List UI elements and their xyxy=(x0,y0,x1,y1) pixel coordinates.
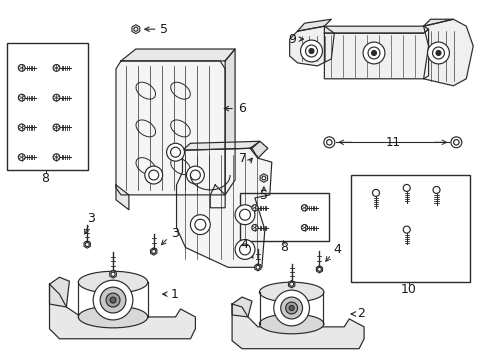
Polygon shape xyxy=(424,19,473,86)
Circle shape xyxy=(106,293,120,307)
Ellipse shape xyxy=(259,282,324,302)
Circle shape xyxy=(93,280,133,320)
Polygon shape xyxy=(121,49,235,61)
Circle shape xyxy=(187,166,204,184)
Circle shape xyxy=(324,137,335,148)
Polygon shape xyxy=(150,248,157,255)
Text: 4: 4 xyxy=(333,243,341,256)
Text: 9: 9 xyxy=(289,33,296,46)
Circle shape xyxy=(110,297,116,303)
Circle shape xyxy=(100,287,126,313)
Circle shape xyxy=(235,239,255,260)
Polygon shape xyxy=(290,26,334,66)
Circle shape xyxy=(53,154,60,161)
Text: 6: 6 xyxy=(238,102,246,115)
Circle shape xyxy=(309,49,314,54)
Text: 4: 4 xyxy=(240,238,248,251)
Bar xyxy=(7,43,88,170)
Circle shape xyxy=(289,306,294,310)
Circle shape xyxy=(433,186,440,193)
Ellipse shape xyxy=(78,271,148,293)
Polygon shape xyxy=(49,284,196,339)
Circle shape xyxy=(371,50,376,55)
Text: 3: 3 xyxy=(87,212,95,225)
Circle shape xyxy=(145,166,163,184)
Circle shape xyxy=(167,143,184,161)
Polygon shape xyxy=(260,174,268,182)
Text: 5: 5 xyxy=(260,189,268,202)
Polygon shape xyxy=(182,141,260,150)
Text: 2: 2 xyxy=(357,307,365,320)
Circle shape xyxy=(18,64,25,71)
Circle shape xyxy=(281,297,302,319)
Text: 8: 8 xyxy=(280,241,288,254)
Circle shape xyxy=(53,94,60,101)
Polygon shape xyxy=(324,29,429,79)
Circle shape xyxy=(451,137,462,148)
Circle shape xyxy=(274,290,310,326)
Circle shape xyxy=(372,189,379,197)
Circle shape xyxy=(428,42,449,64)
Bar xyxy=(240,193,329,240)
Polygon shape xyxy=(110,270,116,278)
Polygon shape xyxy=(289,280,295,288)
Polygon shape xyxy=(176,148,272,267)
Polygon shape xyxy=(250,141,268,158)
Text: 8: 8 xyxy=(42,171,49,185)
Text: 1: 1 xyxy=(171,288,178,301)
Text: 3: 3 xyxy=(171,227,178,240)
Polygon shape xyxy=(424,19,453,26)
Text: 7: 7 xyxy=(239,152,247,165)
Circle shape xyxy=(300,40,322,62)
Circle shape xyxy=(235,205,255,225)
Text: 5: 5 xyxy=(160,23,168,36)
Circle shape xyxy=(252,205,258,211)
Circle shape xyxy=(286,302,297,314)
Circle shape xyxy=(18,154,25,161)
Ellipse shape xyxy=(259,314,324,334)
Polygon shape xyxy=(49,277,70,307)
Polygon shape xyxy=(232,304,364,349)
Circle shape xyxy=(53,124,60,131)
Polygon shape xyxy=(255,264,261,271)
Circle shape xyxy=(436,50,441,55)
Circle shape xyxy=(301,205,308,211)
Circle shape xyxy=(191,215,210,235)
Polygon shape xyxy=(317,266,322,273)
Text: 11: 11 xyxy=(385,136,400,149)
Circle shape xyxy=(363,42,385,64)
Circle shape xyxy=(53,64,60,71)
Polygon shape xyxy=(210,185,225,208)
Polygon shape xyxy=(132,25,140,33)
Polygon shape xyxy=(84,241,90,248)
Text: 10: 10 xyxy=(401,283,416,296)
Ellipse shape xyxy=(78,306,148,328)
Circle shape xyxy=(18,124,25,131)
Polygon shape xyxy=(232,297,252,317)
Polygon shape xyxy=(116,61,225,195)
Circle shape xyxy=(252,225,258,231)
Circle shape xyxy=(301,225,308,231)
Polygon shape xyxy=(116,185,129,210)
Circle shape xyxy=(18,94,25,101)
Bar xyxy=(351,175,470,282)
Circle shape xyxy=(403,226,410,233)
Polygon shape xyxy=(324,26,429,33)
Circle shape xyxy=(403,184,410,192)
Polygon shape xyxy=(297,19,331,31)
Polygon shape xyxy=(225,49,235,195)
